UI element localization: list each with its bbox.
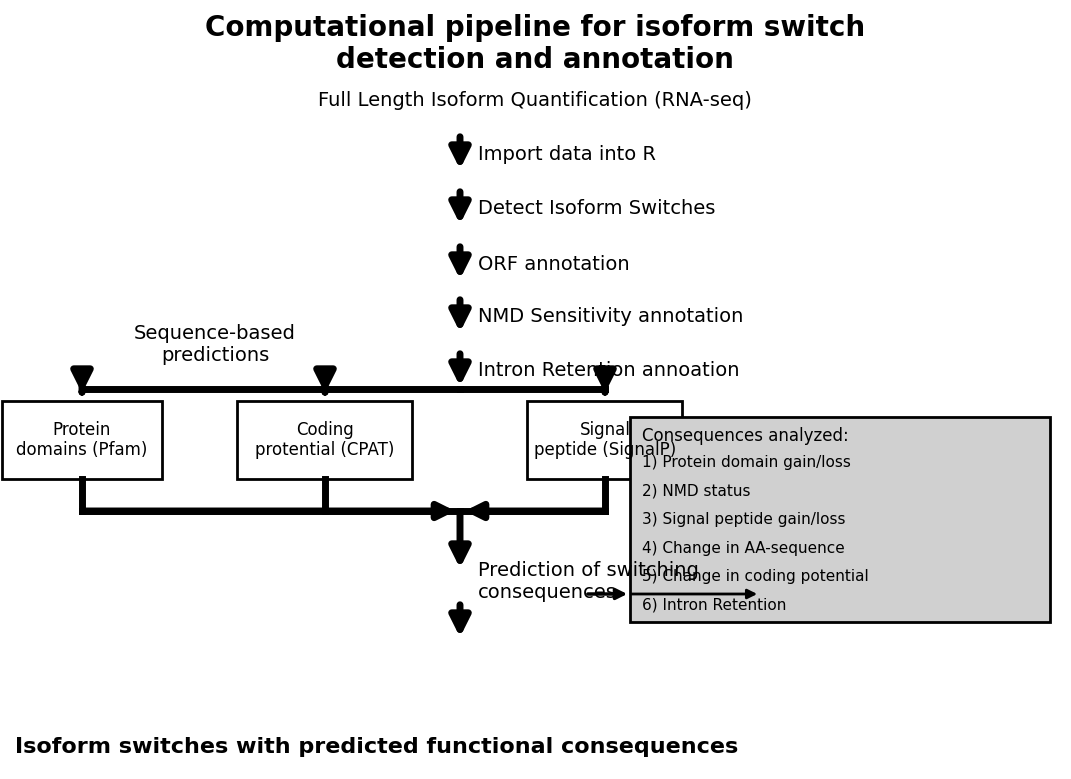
Text: Detect Isoform Switches: Detect Isoform Switches (478, 199, 715, 218)
Text: Signal
peptide (SignalP): Signal peptide (SignalP) (533, 421, 676, 460)
Bar (2, 401, 162, 479)
Text: ORF annotation: ORF annotation (478, 255, 630, 273)
Text: 3) Signal peptide gain/loss: 3) Signal peptide gain/loss (642, 512, 845, 527)
Text: Intron Retention annoation: Intron Retention annoation (478, 361, 739, 380)
Text: Isoform switches with predicted functional consequences: Isoform switches with predicted function… (15, 737, 738, 757)
Text: Import data into R: Import data into R (478, 144, 657, 164)
Text: Prediction of switching
consequences: Prediction of switching consequences (478, 561, 699, 602)
Bar (630, 417, 1050, 622)
Text: Protein
domains (Pfam): Protein domains (Pfam) (16, 421, 148, 460)
Text: 1) Protein domain gain/loss: 1) Protein domain gain/loss (642, 455, 850, 470)
Text: 6) Intron Retention: 6) Intron Retention (642, 597, 786, 612)
Text: Consequences analyzed:: Consequences analyzed: (642, 427, 848, 445)
Text: Full Length Isoform Quantification (RNA-seq): Full Length Isoform Quantification (RNA-… (318, 91, 752, 110)
Text: Coding
protential (CPAT): Coding protential (CPAT) (255, 421, 395, 460)
Text: NMD Sensitivity annotation: NMD Sensitivity annotation (478, 308, 743, 326)
Text: 5) Change in coding potential: 5) Change in coding potential (642, 569, 869, 584)
Bar (528, 401, 682, 479)
Text: 4) Change in AA-sequence: 4) Change in AA-sequence (642, 541, 845, 555)
Text: Computational pipeline for isoform switch
detection and annotation: Computational pipeline for isoform switc… (205, 14, 865, 75)
Text: 2) NMD status: 2) NMD status (642, 484, 751, 499)
Text: Sequence-based
predictions: Sequence-based predictions (134, 323, 296, 365)
Bar (238, 401, 412, 479)
